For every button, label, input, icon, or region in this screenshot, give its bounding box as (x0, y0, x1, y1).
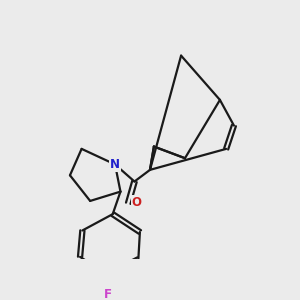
Text: F: F (104, 288, 112, 300)
Text: O: O (131, 196, 141, 208)
Text: N: N (110, 158, 120, 171)
